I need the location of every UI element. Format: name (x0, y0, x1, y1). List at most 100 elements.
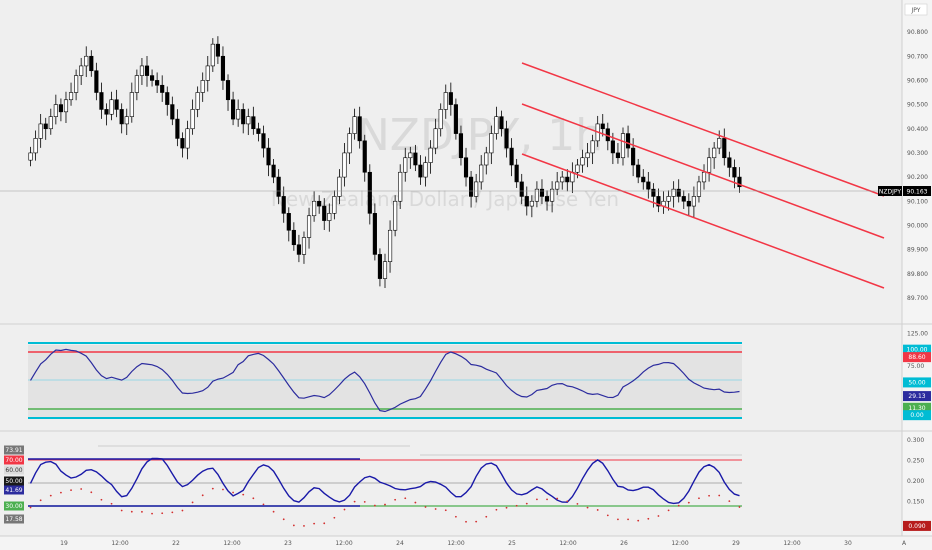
candle-body (68, 92, 74, 101)
candlestick-series[interactable] (28, 36, 742, 289)
candle-body (539, 188, 545, 197)
candle-body (666, 196, 671, 202)
candle-body (149, 75, 155, 81)
candle-body (38, 123, 43, 139)
channel-upper-line[interactable] (521, 62, 885, 197)
ind-dot (495, 508, 498, 511)
ind-dot (617, 518, 619, 521)
ind-dot (373, 504, 376, 507)
candle-body (489, 133, 494, 154)
candle-body (180, 138, 185, 149)
candle-body (296, 244, 301, 255)
ind-dot (70, 489, 72, 492)
time-tick-label: 26 (620, 540, 628, 547)
candle-body (281, 196, 286, 214)
candle-body (524, 196, 529, 207)
ind-dot (414, 501, 417, 504)
candle-body (393, 200, 398, 231)
candle-body (301, 237, 307, 255)
candle-body (423, 162, 428, 178)
osc-current-label: 29.13 (908, 393, 925, 400)
candle-body (727, 157, 732, 168)
currency-badge[interactable] (904, 3, 928, 16)
ind-dot (110, 502, 113, 505)
channel-middle-line[interactable] (521, 103, 885, 239)
candle-body (686, 200, 691, 207)
ind-tick-label: 0.200 (907, 478, 924, 485)
candle-body (717, 138, 722, 149)
ind-right-tag (903, 520, 931, 531)
ind-dot (394, 498, 397, 501)
candle-body (134, 75, 139, 93)
ind-left-label: 50.00 (5, 478, 22, 485)
candle-body (332, 196, 337, 214)
candle-body (453, 104, 458, 134)
ind-dot (100, 498, 103, 501)
candle-body (337, 176, 342, 197)
candle-body (144, 65, 150, 76)
oscillator-line[interactable] (29, 348, 740, 413)
indicator-line[interactable] (29, 457, 740, 505)
ind-tick-label: 0.300 (907, 437, 924, 444)
candle-body (124, 116, 129, 125)
ind-dot (404, 497, 407, 500)
price-tick-label: 90.800 (907, 29, 928, 36)
candle-body (276, 176, 281, 197)
candle-body (418, 164, 423, 178)
candle-body (625, 133, 631, 149)
ind-right-label: 0.090 (908, 523, 925, 530)
indicator-dots (29, 487, 741, 527)
ind-left-tag (4, 455, 24, 465)
candle-body (342, 152, 347, 178)
candle-body (615, 152, 621, 159)
ind-dot (303, 525, 305, 527)
candle-body (474, 181, 479, 197)
ind-dot (475, 520, 478, 523)
ind-dot (424, 506, 427, 508)
candle-body (398, 171, 403, 202)
candle-body (99, 92, 104, 110)
ind-dot (515, 504, 518, 507)
price-tick-label: 90.700 (907, 53, 928, 60)
ind-dot (151, 512, 153, 515)
channel-lower-line[interactable] (521, 153, 885, 289)
osc-level-tag (903, 410, 931, 421)
ind-dot (434, 508, 437, 510)
candle-body (636, 164, 641, 178)
ind-dot (171, 511, 174, 514)
ind-dot (728, 500, 731, 502)
ind-dot (363, 500, 366, 503)
time-tick-label: 12:00 (559, 540, 576, 547)
last-price-symbol-tag (878, 186, 902, 196)
ind-tick-label: 0.250 (907, 458, 924, 465)
ind-left-label: 70.00 (5, 457, 22, 464)
ind-dot (718, 494, 721, 497)
ind-dot (596, 509, 599, 511)
ind-left-label: 30.00 (5, 503, 22, 510)
ind-dot (161, 512, 164, 515)
ind-dot (29, 506, 32, 509)
candle-body (438, 109, 443, 130)
watermark-symbol: NZDJPY, 1h (357, 110, 603, 161)
candle-body (519, 181, 524, 197)
ind-dot (272, 510, 275, 513)
ind-dot (262, 503, 265, 506)
osc-level-tag (903, 402, 931, 413)
candle-body (443, 92, 448, 110)
candle-body (433, 128, 438, 149)
price-axis[interactable] (902, 0, 932, 550)
osc-level-tag (903, 352, 931, 363)
candle-body (504, 128, 509, 149)
ind-dot (657, 515, 660, 517)
candle-body (514, 164, 519, 183)
candle-body (195, 92, 200, 110)
candle-body (165, 92, 170, 105)
candle-body (58, 104, 63, 113)
candle-body (104, 109, 109, 115)
time-tick-label: 12:00 (223, 540, 240, 547)
time-axis[interactable] (0, 536, 932, 550)
candle-body (387, 229, 393, 262)
candle-body (322, 205, 327, 221)
